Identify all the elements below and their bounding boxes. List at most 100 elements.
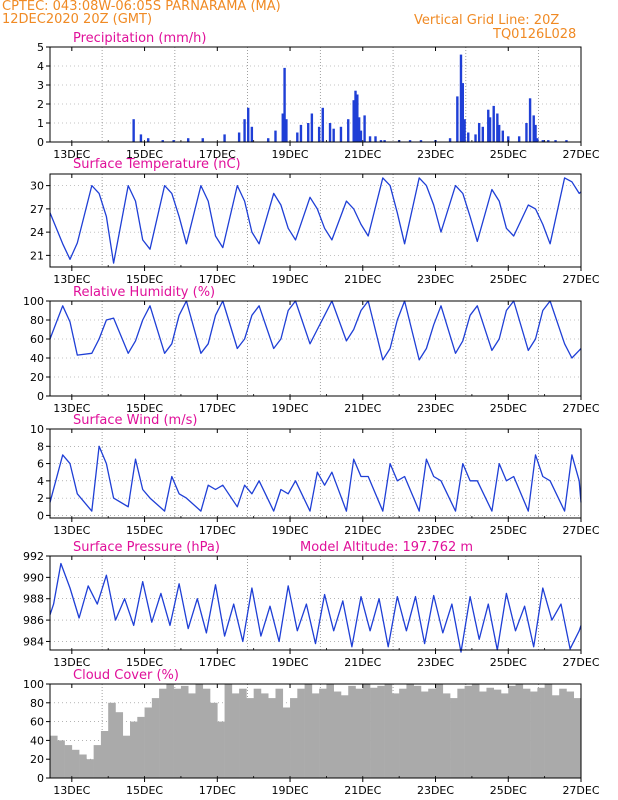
panel-frame xyxy=(49,683,582,779)
x-tick-label: 27DEC xyxy=(562,273,599,286)
y-tick-label: 990 xyxy=(23,571,44,584)
precip-bar xyxy=(456,96,459,142)
precip-bar xyxy=(467,132,470,142)
x-tick-label: 19DEC xyxy=(271,784,308,797)
cloud-cover-bar xyxy=(500,693,509,778)
precip-bar xyxy=(146,138,150,142)
x-tick-label: 27DEC xyxy=(562,148,599,161)
precip-bar xyxy=(223,134,226,142)
cloud-cover-bar xyxy=(217,721,225,778)
y-tick-label: 21 xyxy=(30,249,44,262)
panel-title: Precipitation (mm/h) xyxy=(73,31,206,46)
y-tick-label: 60 xyxy=(30,333,44,346)
precip-bar xyxy=(307,123,310,142)
precip-bar xyxy=(296,132,299,142)
cloud-cover-bar xyxy=(530,691,538,778)
panel-title: Surface Pressure (hPa) xyxy=(73,540,220,555)
cloud-cover-bar xyxy=(348,685,356,778)
precip-bar xyxy=(496,113,499,142)
header-datetime: 12DEC2020 20Z (GMT) xyxy=(2,12,153,27)
precip-bar xyxy=(492,105,495,142)
x-tick-label: 21DEC xyxy=(344,784,381,797)
x-tick-label: 19DEC xyxy=(271,656,308,669)
cloud-cover-bar xyxy=(406,684,414,778)
cloud-cover-bar xyxy=(231,693,240,778)
x-tick-label: 13DEC xyxy=(53,273,90,286)
x-tick-label: 15DEC xyxy=(126,656,163,669)
cloud-cover-bar xyxy=(282,707,291,778)
cloud-cover-bar xyxy=(537,687,545,778)
cloud-cover-bar xyxy=(202,688,211,778)
x-tick-label: 23DEC xyxy=(417,273,454,286)
precip-bar xyxy=(281,113,284,142)
precip-bar xyxy=(139,134,143,142)
cloud-cover-bar xyxy=(290,698,298,778)
x-tick-label: 15DEC xyxy=(126,148,163,161)
panel-title: Surface Wind (m/s) xyxy=(73,413,197,428)
x-tick-label: 17DEC xyxy=(199,524,236,537)
precip-bar xyxy=(321,107,324,142)
series-line xyxy=(49,177,582,264)
x-tick-label: 27DEC xyxy=(562,524,599,537)
precip-bar xyxy=(448,138,452,142)
precip-bar xyxy=(474,134,477,142)
cloud-cover-bar xyxy=(384,684,393,778)
cloud-cover-bar xyxy=(151,698,160,778)
y-tick-label: 40 xyxy=(30,352,44,365)
cloud-cover-bar xyxy=(297,688,305,778)
cloud-cover-bar xyxy=(130,721,138,778)
x-tick-label: 21DEC xyxy=(344,273,381,286)
precip-bar xyxy=(459,54,463,142)
cloud-cover-bar xyxy=(573,698,582,778)
cloud-cover-bar xyxy=(210,702,218,778)
cloud-cover-bar xyxy=(420,691,429,778)
precip-bar xyxy=(532,115,535,142)
cloud-cover-bar xyxy=(224,684,233,778)
y-tick-label: 0 xyxy=(37,136,44,149)
cloud-cover-bar xyxy=(457,688,465,778)
y-tick-label: 988 xyxy=(23,593,44,606)
cloud-cover-bar xyxy=(464,685,473,778)
panel-title: Relative Humidity (%) xyxy=(73,285,215,300)
x-tick-label: 13DEC xyxy=(53,148,90,161)
x-tick-label: 15DEC xyxy=(126,402,163,415)
y-tick-label: 0 xyxy=(37,772,44,785)
precip-bar xyxy=(357,117,361,142)
cloud-cover-bar xyxy=(71,749,80,778)
x-tick-label: 13DEC xyxy=(53,402,90,415)
precip-bar xyxy=(359,130,363,142)
cloud-cover-bar xyxy=(428,688,436,778)
precip-bar xyxy=(507,136,510,142)
cloud-cover-bar xyxy=(479,691,487,778)
cloud-cover-bar xyxy=(64,745,73,778)
cloud-cover-bar xyxy=(304,684,313,778)
panel-frame xyxy=(49,173,582,268)
cloud-cover-bar xyxy=(275,688,284,778)
x-tick-label: 25DEC xyxy=(490,402,527,415)
cloud-cover-bar xyxy=(246,698,254,778)
y-tick-label: 100 xyxy=(23,295,44,308)
cloud-cover-bar xyxy=(260,693,269,778)
cloud-cover-bar xyxy=(515,684,524,778)
precip-bar xyxy=(285,119,288,142)
y-tick-label: 80 xyxy=(30,314,44,327)
cloud-cover-bar xyxy=(122,735,131,778)
x-tick-label: 19DEC xyxy=(271,524,308,537)
cloud-cover-bar xyxy=(268,698,276,778)
cloud-cover-bar xyxy=(115,712,124,778)
cloud-cover-bar xyxy=(100,731,109,778)
precip-bar xyxy=(332,128,335,142)
x-tick-label: 13DEC xyxy=(53,656,90,669)
cloud-cover-bar xyxy=(159,688,167,778)
x-tick-label: 17DEC xyxy=(199,402,236,415)
precip-bar xyxy=(363,115,366,142)
cloud-cover-bar xyxy=(50,735,58,778)
y-tick-label: 20 xyxy=(30,371,44,384)
precip-bar xyxy=(283,67,286,142)
cloud-cover-bar xyxy=(522,688,531,778)
x-tick-label: 21DEC xyxy=(344,656,381,669)
y-tick-label: 4 xyxy=(37,60,44,73)
panel-frame xyxy=(49,300,582,397)
x-tick-label: 27DEC xyxy=(562,656,599,669)
cloud-cover-bar xyxy=(442,693,451,778)
